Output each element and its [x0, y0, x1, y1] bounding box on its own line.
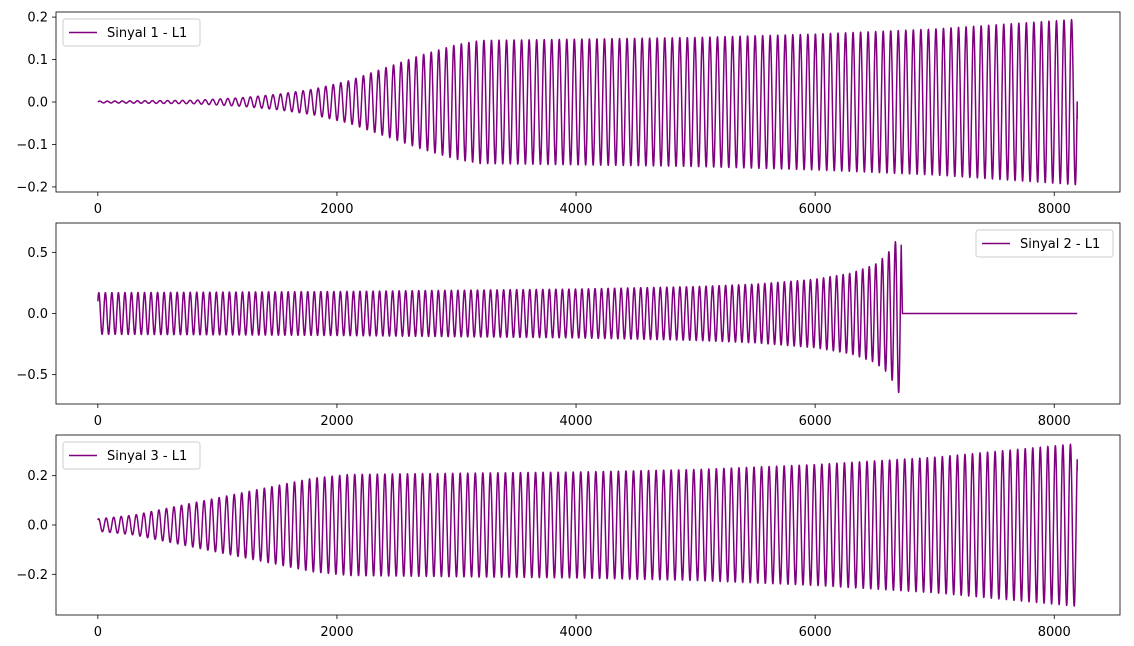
x-tick-label-1-3: 4000	[559, 202, 592, 217]
y-tick-label-2-1: −0.5	[16, 368, 48, 383]
legend-box-3	[62, 441, 201, 470]
x-tick-label-2-3: 4000	[559, 414, 592, 429]
legend-label-3: Sinyal 3 - L1	[107, 449, 187, 464]
legend-label-2: Sinyal 2 - L1	[1020, 237, 1100, 252]
series-line-2-1	[97, 241, 1078, 394]
x-tick-label-3-1: 0	[94, 625, 102, 640]
chart-panel-3: 0 2000 4000 6000 8000 −0.2 0.0 0.2 Sinyal 3 - L1	[16, 434, 1121, 640]
x-tick-label-3-4: 6000	[799, 625, 832, 640]
x-tick-label-1-2: 2000	[320, 202, 353, 217]
y-tick-label-1-3: 0.0	[27, 96, 48, 111]
y-tick-label-1-2: −0.1	[16, 138, 48, 153]
legend-label-1: Sinyal 1 - L1	[107, 26, 187, 41]
x-tick-label-1-5: 8000	[1038, 202, 1071, 217]
legend-1: Sinyal 1 - L1	[62, 18, 201, 47]
x-tick-label-1-1: 0	[94, 202, 102, 217]
chart-panel-2: 0 2000 4000 6000 8000 −0.5 0.0 0.5 Sinyal 2 - L1	[16, 222, 1121, 429]
y-tick-label-2-3: 0.5	[27, 246, 48, 261]
y-tick-label-1-1: −0.2	[16, 180, 48, 195]
y-tick-label-3-2: 0.0	[27, 519, 48, 534]
legend-2: Sinyal 2 - L1	[975, 229, 1114, 258]
y-tick-label-2-2: 0.0	[27, 307, 48, 322]
y-tick-label-3-1: −0.2	[16, 568, 48, 583]
x-tick-label-2-1: 0	[94, 414, 102, 429]
x-tick-label-1-4: 6000	[799, 202, 832, 217]
y-tick-label-3-3: 0.2	[27, 469, 48, 484]
x-tick-label-2-2: 2000	[320, 414, 353, 429]
x-tick-label-3-5: 8000	[1038, 625, 1071, 640]
legend-box-2	[975, 229, 1114, 258]
legend-3: Sinyal 3 - L1	[62, 441, 201, 470]
legend-box-1	[62, 18, 201, 47]
x-tick-label-3-3: 4000	[559, 625, 592, 640]
chart-panel-1: 0 2000 4000 6000 8000 −0.2 −0.1 0.0 0.1 0.2 Sinyal…	[16, 11, 1121, 217]
y-tick-label-1-4: 0.1	[27, 53, 48, 68]
x-tick-label-2-4: 6000	[799, 414, 832, 429]
y-tick-label-1-5: 0.2	[27, 11, 48, 26]
series-line-1-1	[97, 18, 1078, 186]
x-tick-label-2-5: 8000	[1038, 414, 1071, 429]
series-line-3-1	[97, 443, 1078, 607]
x-tick-label-3-2: 2000	[320, 625, 353, 640]
